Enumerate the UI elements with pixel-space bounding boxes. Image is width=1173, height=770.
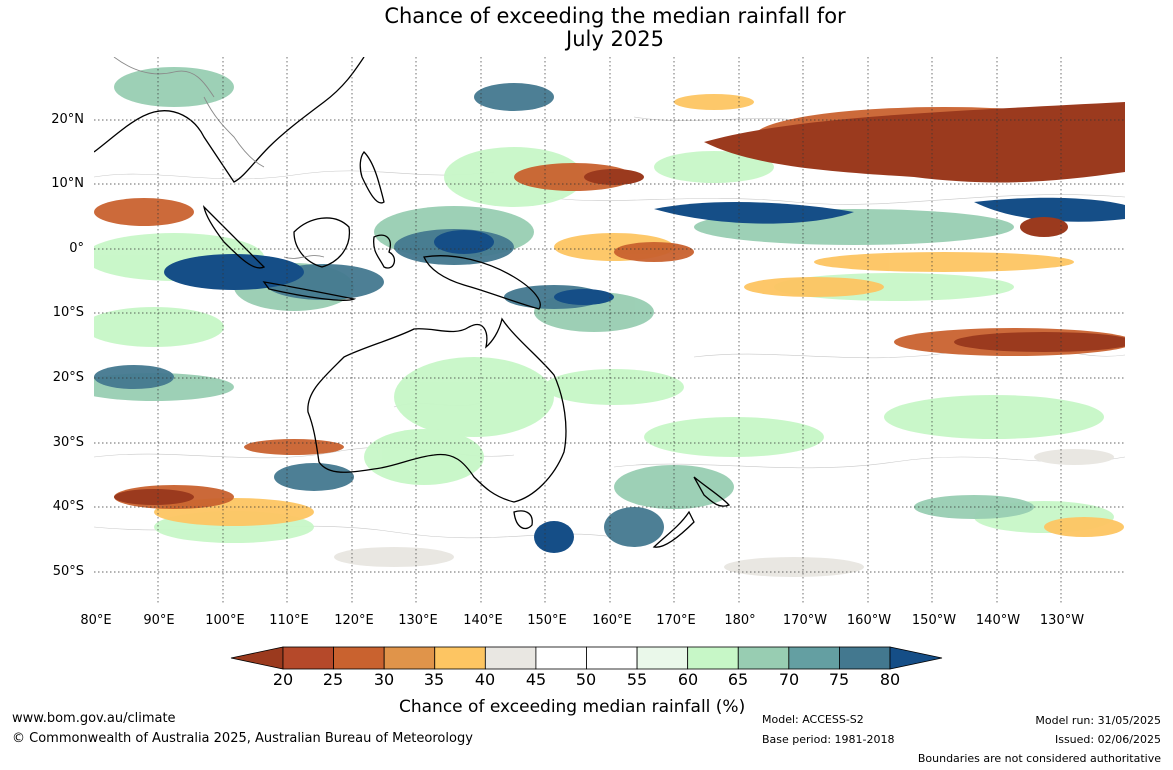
coastlines — [94, 57, 731, 548]
lon-label-170e: 170°E — [656, 613, 696, 628]
map-title-line-2: July 2025 — [566, 27, 664, 51]
tasmania-coastline — [513, 510, 533, 530]
colorbar-segment — [383, 646, 436, 670]
drier-strong-patches — [114, 102, 1125, 505]
java-coastline — [262, 281, 357, 301]
lon-label-120e: 120°E — [334, 613, 374, 628]
country-borders — [113, 57, 325, 259]
base-period: Base period: 1981-2018 — [762, 733, 895, 746]
lon-label-100e: 100°E — [205, 613, 245, 628]
colorbar-tick-45: 45 — [525, 670, 547, 689]
colorbar-tick-55: 55 — [626, 670, 648, 689]
lat-label-equator: 0° — [69, 241, 84, 256]
colorbar-tick-30: 30 — [373, 670, 395, 689]
lon-label-180: 180° — [724, 613, 756, 628]
colorbar-segment — [333, 646, 385, 670]
colorbar-tick-75: 75 — [828, 670, 850, 689]
lat-label-40s: 40°S — [52, 499, 84, 514]
lon-label-160e: 160°E — [592, 613, 632, 628]
lon-label-110e: 110°E — [269, 613, 309, 628]
new-guinea-coastline — [423, 255, 541, 310]
colorbar-tick-50: 50 — [575, 670, 597, 689]
boundaries-disclaimer: Boundaries are not considered authoritat… — [917, 752, 1161, 765]
lon-label-140w: 140°W — [975, 613, 1021, 628]
colorbar-segment — [282, 646, 334, 670]
colorbar-tick-35: 35 — [423, 670, 445, 689]
new-zealand-south-coastline — [652, 510, 695, 548]
colorbar-extend-high — [889, 646, 943, 670]
lon-label-170w: 170°W — [782, 613, 828, 628]
lon-label-90e: 90°E — [143, 613, 175, 628]
lon-label-150w: 150°W — [911, 613, 957, 628]
rainfall-outlook-map — [94, 57, 1125, 604]
graticule — [94, 57, 1125, 604]
colorbar-tick-65: 65 — [727, 670, 749, 689]
lon-label-130w: 130°W — [1039, 613, 1085, 628]
asia-coastline — [94, 57, 365, 183]
issued-date: Issued: 02/06/2025 — [1054, 733, 1161, 746]
colorbar-tick-70: 70 — [778, 670, 800, 689]
lat-label-20s: 20°S — [52, 370, 84, 385]
sulawesi-coastline — [373, 234, 396, 269]
website-url: www.bom.gov.au/climate — [12, 711, 176, 726]
colorbar-segment — [434, 646, 486, 670]
lat-label-10s: 10°S — [52, 305, 84, 320]
lon-label-80e: 80°E — [80, 613, 112, 628]
colorbar-tick-60: 60 — [677, 670, 699, 689]
colorbar-segment — [586, 646, 638, 670]
lon-label-130e: 130°E — [398, 613, 438, 628]
colorbar-tick-40: 40 — [474, 670, 496, 689]
lon-label-150e: 150°E — [527, 613, 567, 628]
neutral-patches — [334, 449, 1114, 577]
colorbar — [230, 646, 943, 670]
colorbar-segment — [636, 646, 689, 670]
colorbar-segment — [737, 646, 790, 670]
lat-label-10n: 10°N — [51, 176, 84, 191]
colorbar-tick-20: 20 — [272, 670, 294, 689]
lat-label-20n: 20°N — [51, 112, 84, 127]
borneo-coastline — [293, 217, 351, 268]
map-title-line-1: Chance of exceeding the median rainfall … — [384, 4, 846, 28]
colorbar-segment — [839, 646, 891, 670]
model-name: Model: ACCESS-S2 — [762, 713, 864, 726]
lat-label-50s: 50°S — [52, 564, 84, 579]
colorbar-segment — [484, 646, 537, 670]
colorbar-tick-80: 80 — [879, 670, 901, 689]
wetter-strongest-patches — [164, 197, 1125, 553]
colorbar-extend-low — [230, 646, 284, 670]
copyright-notice: © Commonwealth of Australia 2025, Austra… — [12, 731, 473, 746]
sumatra-coastline — [202, 205, 266, 269]
lon-label-160w: 160°W — [846, 613, 892, 628]
colorbar-label: Chance of exceeding median rainfall (%) — [399, 697, 746, 717]
philippines-coastline — [359, 151, 385, 204]
lat-label-30s: 30°S — [52, 435, 84, 450]
australia-coastline — [307, 317, 567, 503]
colorbar-segment — [687, 646, 739, 670]
model-run-date: Model run: 31/05/2025 — [1035, 714, 1161, 727]
colorbar-segment — [535, 646, 587, 670]
colorbar-segment — [788, 646, 840, 670]
colorbar-segments — [230, 646, 943, 670]
lon-label-140e: 140°E — [463, 613, 503, 628]
colorbar-tick-25: 25 — [322, 670, 344, 689]
new-zealand-coastline — [693, 476, 731, 507]
